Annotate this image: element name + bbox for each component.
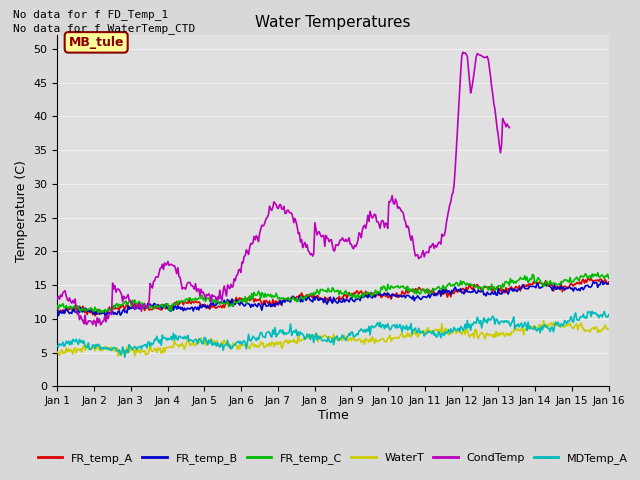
Text: MB_tule: MB_tule — [68, 36, 124, 49]
Text: No data for f WaterTemp_CTD: No data for f WaterTemp_CTD — [13, 23, 195, 34]
Y-axis label: Temperature (C): Temperature (C) — [15, 160, 28, 262]
Title: Water Temperatures: Water Temperatures — [255, 15, 411, 30]
X-axis label: Time: Time — [317, 409, 348, 422]
Legend: FR_temp_A, FR_temp_B, FR_temp_C, WaterT, CondTemp, MDTemp_A: FR_temp_A, FR_temp_B, FR_temp_C, WaterT,… — [33, 449, 632, 468]
Text: No data for f FD_Temp_1: No data for f FD_Temp_1 — [13, 9, 168, 20]
